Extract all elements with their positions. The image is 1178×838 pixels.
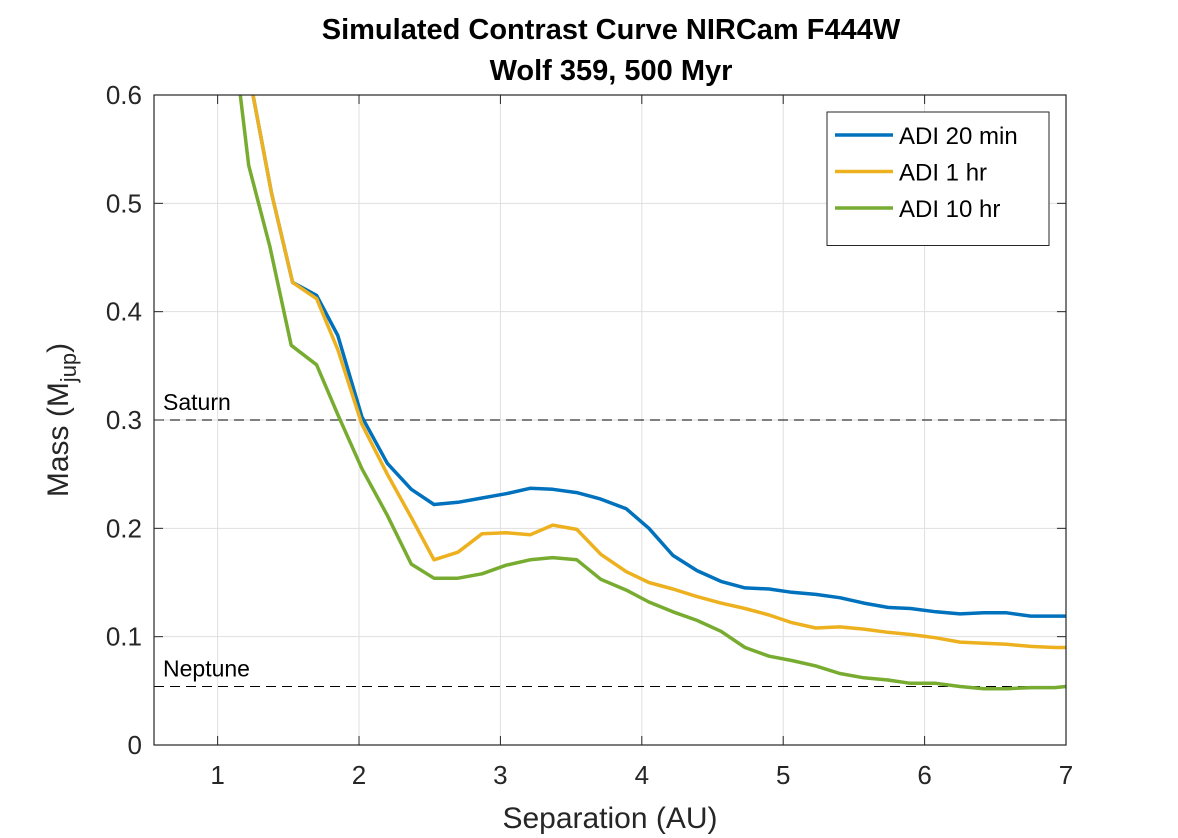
chart-title: Simulated Contrast Curve NIRCam F444W: [322, 14, 901, 46]
axis-tick-labels: 1 2 3 4 5 6 7 0 0.1 0.2 0.3 0.4 0.5 0.6: [106, 80, 1073, 790]
y-axis-label-subscript: jup: [56, 353, 81, 383]
axis-ticks: [154, 94, 1067, 746]
x-tick-label: 1: [210, 760, 224, 790]
y-tick-label: 0.1: [106, 622, 142, 652]
y-tick-label: 0.5: [106, 188, 142, 218]
series-lines: [238, 95, 1066, 691]
y-axis-label-close: ): [42, 343, 75, 353]
series-line-adi-10-hr: [238, 95, 1066, 691]
x-tick-label: 2: [352, 760, 366, 790]
reference-label-saturn: Saturn: [163, 389, 231, 415]
y-axis-label-text: Mass (Mjup): [42, 343, 81, 497]
legend-label: ADI 10 hr: [899, 196, 1000, 223]
series-line-adi-1-hr: [251, 95, 1066, 650]
legend: ADI 20 min ADI 1 hr ADI 10 hr: [826, 111, 1050, 246]
reference-label-neptune: Neptune: [163, 656, 250, 682]
legend-label: ADI 1 hr: [899, 160, 987, 187]
x-tick-label: 5: [776, 760, 790, 790]
reference-lines: Saturn Neptune: [154, 389, 1066, 687]
y-tick-label: 0.2: [106, 513, 142, 543]
x-tick-label: 6: [917, 760, 931, 790]
y-tick-label: 0.4: [106, 297, 142, 327]
y-axis-label: Mass (Mjup): [42, 343, 81, 497]
y-tick-label: 0.3: [106, 405, 142, 435]
x-tick-label: 7: [1059, 760, 1073, 790]
x-axis-label: Separation (AU): [502, 802, 717, 835]
series-line-adi-20-min: [251, 95, 1066, 618]
y-tick-label: 0.6: [106, 80, 142, 110]
x-tick-label: 4: [635, 760, 649, 790]
x-tick-label: 3: [493, 760, 507, 790]
y-tick-label: 0: [128, 730, 142, 760]
y-axis-label-main: Mass (M: [42, 382, 75, 497]
legend-label: ADI 20 min: [899, 123, 1018, 150]
chart-subtitle: Wolf 359, 500 Myr: [490, 55, 733, 87]
